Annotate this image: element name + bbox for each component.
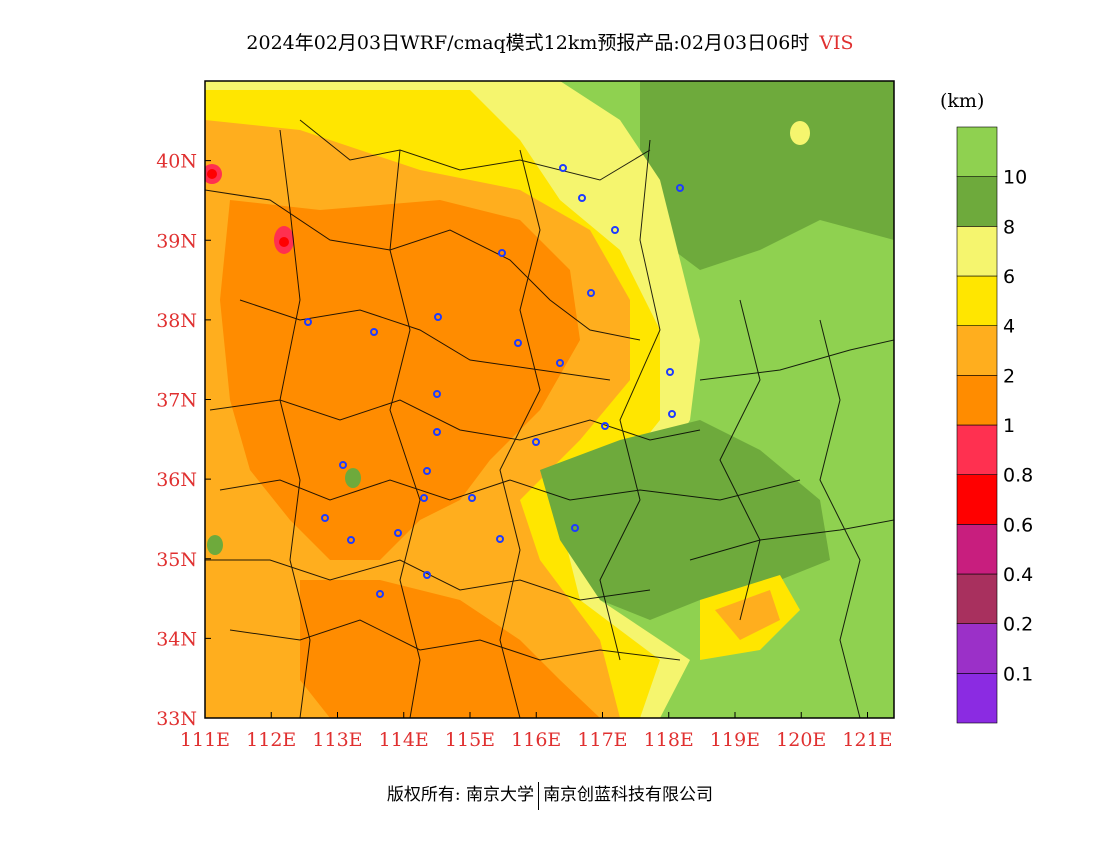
colorbar-swatch — [956, 524, 998, 575]
lat-tick-label: 36N — [156, 469, 197, 491]
lat-tick-label: 39N — [156, 230, 197, 252]
colorbar-label: 10 — [1003, 167, 1027, 189]
colorbar-label: 6 — [1003, 266, 1015, 288]
colorbar-swatch — [956, 226, 998, 277]
lon-tick-label: 119E — [710, 729, 760, 751]
lon-tick-label: 113E — [312, 729, 362, 751]
lon-tick-label: 120E — [776, 729, 826, 751]
colorbar-swatch — [956, 325, 998, 376]
title-variable: VIS — [819, 32, 854, 54]
lat-tick-label: 35N — [156, 549, 197, 571]
colorbar-swatch — [956, 424, 998, 475]
lon-tick-label: 116E — [511, 729, 561, 751]
lon-tick-label: 115E — [445, 729, 495, 751]
lon-tick-label: 117E — [577, 729, 627, 751]
colorbar-swatch — [956, 673, 998, 724]
lat-tick-label: 33N — [156, 708, 197, 730]
colorbar-swatch — [956, 573, 998, 624]
lon-tick-label: 112E — [246, 729, 296, 751]
colorbar: 0.1 0.2 0.4 0.6 0.8 1 2 4 6 8 10 — [956, 126, 1033, 724]
colorbar-label: 4 — [1003, 316, 1015, 338]
colorbar-swatch — [956, 375, 998, 426]
colorbar-label: 0.8 — [1003, 465, 1033, 487]
lat-tick-label: 38N — [156, 310, 197, 332]
colorbar-label: 0.4 — [1003, 564, 1033, 586]
longitude-ticks: 111E 112E 113E 114E 115E 116E 117E 118E 119E 120E… — [180, 712, 893, 751]
forecast-field — [205, 81, 894, 718]
latitude-ticks: 33N 34N 35N 36N 37N 38N 39N 40N — [156, 151, 211, 730]
copyright-text: 版权所有: 南京大学 — [386, 785, 535, 805]
colorbar-swatch — [956, 275, 998, 326]
colorbar-label: 0.2 — [1003, 614, 1033, 636]
footer-credits: 版权所有: 南京大学 南京创蓝科技有限公司 — [0, 780, 1100, 810]
colorbar-swatch — [956, 474, 998, 525]
lat-tick-label: 34N — [156, 628, 197, 650]
colorbar-unit: (km) — [940, 90, 985, 112]
title-text: 2024年02月03日WRF/cmaq模式12km预报产品:02月03日06时 — [246, 32, 810, 54]
map-title: 2024年02月03日WRF/cmaq模式12km预报产品:02月03日06时 V… — [0, 28, 1100, 55]
lat-tick-label: 40N — [156, 151, 197, 173]
colorbar-label: 1 — [1003, 415, 1015, 437]
colorbar-label: 2 — [1003, 365, 1015, 387]
colorbar-label: 0.6 — [1003, 514, 1033, 536]
lon-tick-label: 118E — [644, 729, 694, 751]
colorbar-swatch — [956, 126, 998, 177]
lon-tick-label: 114E — [379, 729, 429, 751]
footer-separator — [538, 781, 540, 810]
lat-tick-label: 37N — [156, 390, 197, 412]
colorbar-swatch — [956, 176, 998, 227]
lon-tick-label: 111E — [180, 729, 230, 751]
company-text: 南京创蓝科技有限公司 — [543, 785, 714, 805]
colorbar-label: 0.1 — [1003, 663, 1033, 685]
colorbar-label: 8 — [1003, 216, 1015, 238]
lon-tick-label: 121E — [842, 729, 892, 751]
colorbar-swatch — [956, 623, 998, 674]
